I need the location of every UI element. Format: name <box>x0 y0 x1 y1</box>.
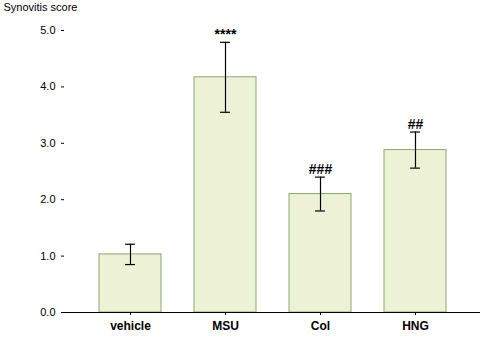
svg-text:1.0: 1.0 <box>40 250 55 262</box>
svg-text:4.0: 4.0 <box>40 80 55 92</box>
svg-text:5.0: 5.0 <box>40 24 55 36</box>
svg-text:3.0: 3.0 <box>40 137 55 149</box>
svg-text:0.0: 0.0 <box>40 306 55 318</box>
svg-text:HNG: HNG <box>402 319 429 333</box>
svg-text:vehicle: vehicle <box>110 319 151 333</box>
svg-text:###: ### <box>309 161 333 177</box>
svg-text:****: **** <box>215 26 237 42</box>
svg-text:Synovitis score: Synovitis score <box>4 1 78 13</box>
svg-text:Col: Col <box>311 319 330 333</box>
svg-text:##: ## <box>408 116 424 132</box>
svg-text:MSU: MSU <box>212 319 239 333</box>
svg-text:2.0: 2.0 <box>40 193 55 205</box>
